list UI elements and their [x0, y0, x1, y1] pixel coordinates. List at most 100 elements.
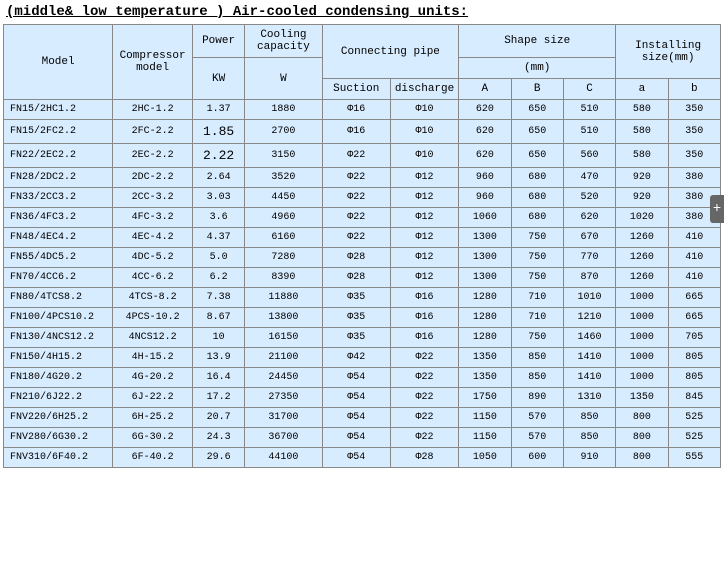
- cell-C: 1460: [563, 328, 615, 348]
- cell-a: 1350: [616, 388, 668, 408]
- cell-A: 1300: [459, 228, 511, 248]
- table-row: FN33/2CC3.22CC-3.23.034450Φ22Φ1296068052…: [4, 188, 721, 208]
- col-c-upper: C: [563, 79, 615, 100]
- cell-cooling: 16150: [245, 328, 322, 348]
- cell-C: 560: [563, 144, 615, 168]
- cell-A: 620: [459, 120, 511, 144]
- cell-power: 1.37: [192, 100, 244, 120]
- cell-suction: Φ28: [322, 268, 390, 288]
- cell-B: 600: [511, 448, 563, 468]
- cell-B: 750: [511, 228, 563, 248]
- col-cooling-unit: W: [245, 58, 322, 100]
- cell-A: 1350: [459, 368, 511, 388]
- cell-power: 6.2: [192, 268, 244, 288]
- col-install: Installing size(mm): [616, 25, 721, 79]
- table-row: FN15/2HC1.22HC-1.21.371880Φ16Φ1062065051…: [4, 100, 721, 120]
- cell-A: 1280: [459, 328, 511, 348]
- table-row: FN100/4PCS10.24PCS-10.28.6713800Φ35Φ1612…: [4, 308, 721, 328]
- cell-C: 1310: [563, 388, 615, 408]
- cell-model: FN100/4PCS10.2: [4, 308, 113, 328]
- cell-suction: Φ54: [322, 448, 390, 468]
- cell-b: 845: [668, 388, 720, 408]
- cell-B: 680: [511, 168, 563, 188]
- cell-a: 580: [616, 144, 668, 168]
- cell-a: 1020: [616, 208, 668, 228]
- cell-A: 1060: [459, 208, 511, 228]
- cell-suction: Φ54: [322, 428, 390, 448]
- cell-cooling: 2700: [245, 120, 322, 144]
- cell-power: 20.7: [192, 408, 244, 428]
- cell-b: 410: [668, 228, 720, 248]
- cell-C: 870: [563, 268, 615, 288]
- cell-A: 1300: [459, 268, 511, 288]
- cell-C: 1210: [563, 308, 615, 328]
- cell-power: 16.4: [192, 368, 244, 388]
- cell-discharge: Φ12: [390, 208, 458, 228]
- cell-suction: Φ16: [322, 120, 390, 144]
- cell-compressor: 6F-40.2: [113, 448, 193, 468]
- cell-C: 850: [563, 428, 615, 448]
- cell-cooling: 31700: [245, 408, 322, 428]
- cell-model: FNV310/6F40.2: [4, 448, 113, 468]
- table-row: FN180/4G20.24G-20.216.424450Φ54Φ22135085…: [4, 368, 721, 388]
- cell-B: 650: [511, 100, 563, 120]
- table-row: FN48/4EC4.24EC-4.24.376160Φ22Φ1213007506…: [4, 228, 721, 248]
- cell-discharge: Φ10: [390, 100, 458, 120]
- cell-discharge: Φ12: [390, 228, 458, 248]
- cell-model: FN48/4EC4.2: [4, 228, 113, 248]
- cell-suction: Φ35: [322, 328, 390, 348]
- cell-B: 650: [511, 144, 563, 168]
- cell-discharge: Φ22: [390, 408, 458, 428]
- cell-a: 1260: [616, 228, 668, 248]
- cell-power: 3.03: [192, 188, 244, 208]
- col-b-upper: B: [511, 79, 563, 100]
- cell-C: 1410: [563, 348, 615, 368]
- table-row: FNV280/6G30.26G-30.224.336700Φ54Φ2211505…: [4, 428, 721, 448]
- cell-B: 750: [511, 268, 563, 288]
- cell-A: 960: [459, 188, 511, 208]
- cell-cooling: 27350: [245, 388, 322, 408]
- cell-a: 920: [616, 168, 668, 188]
- cell-model: FN55/4DC5.2: [4, 248, 113, 268]
- cell-a: 1000: [616, 308, 668, 328]
- cell-model: FN22/2EC2.2: [4, 144, 113, 168]
- col-pipe: Connecting pipe: [322, 25, 459, 79]
- cell-b: 525: [668, 428, 720, 448]
- cell-B: 570: [511, 428, 563, 448]
- cell-discharge: Φ12: [390, 168, 458, 188]
- cell-cooling: 44100: [245, 448, 322, 468]
- cell-model: FN180/4G20.2: [4, 368, 113, 388]
- expand-button[interactable]: +: [710, 195, 724, 223]
- cell-discharge: Φ12: [390, 268, 458, 288]
- cell-a: 580: [616, 100, 668, 120]
- table-row: FN55/4DC5.24DC-5.25.07280Φ28Φ12130075077…: [4, 248, 721, 268]
- table-row: FN210/6J22.26J-22.217.227350Φ54Φ22175089…: [4, 388, 721, 408]
- cell-suction: Φ28: [322, 248, 390, 268]
- col-cooling: Cooling capacity: [245, 25, 322, 58]
- cell-compressor: 4TCS-8.2: [113, 288, 193, 308]
- cell-cooling: 3150: [245, 144, 322, 168]
- cell-power: 2.22: [192, 144, 244, 168]
- cell-power: 4.37: [192, 228, 244, 248]
- cell-model: FN36/4FC3.2: [4, 208, 113, 228]
- cell-a: 1260: [616, 268, 668, 288]
- col-model: Model: [4, 25, 113, 100]
- cell-A: 1050: [459, 448, 511, 468]
- cell-cooling: 11880: [245, 288, 322, 308]
- cell-suction: Φ22: [322, 208, 390, 228]
- cell-cooling: 36700: [245, 428, 322, 448]
- table-header: Model Compressor model Power Cooling cap…: [4, 25, 721, 100]
- cell-a: 800: [616, 408, 668, 428]
- cell-model: FN15/2HC1.2: [4, 100, 113, 120]
- cell-cooling: 3520: [245, 168, 322, 188]
- cell-b: 410: [668, 268, 720, 288]
- cell-b: 705: [668, 328, 720, 348]
- cell-cooling: 8390: [245, 268, 322, 288]
- cell-model: FN70/4CC6.2: [4, 268, 113, 288]
- cell-model: FN33/2CC3.2: [4, 188, 113, 208]
- cell-C: 470: [563, 168, 615, 188]
- cell-B: 570: [511, 408, 563, 428]
- page-title: (middle& low temperature ) Air-cooled co…: [0, 0, 724, 24]
- table-row: FN130/4NCS12.24NCS12.21016150Φ35Φ1612807…: [4, 328, 721, 348]
- table-row: FN70/4CC6.24CC-6.26.28390Φ28Φ12130075087…: [4, 268, 721, 288]
